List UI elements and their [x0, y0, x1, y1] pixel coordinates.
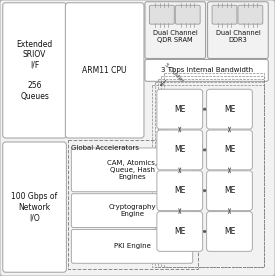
Bar: [158, 79, 264, 267]
Text: PKI Engine: PKI Engine: [114, 243, 150, 250]
FancyBboxPatch shape: [212, 5, 237, 24]
FancyBboxPatch shape: [145, 59, 268, 81]
Text: ME: ME: [174, 227, 185, 236]
FancyBboxPatch shape: [238, 5, 263, 24]
Text: 100 Gbps of
Network
I/O: 100 Gbps of Network I/O: [12, 192, 58, 222]
FancyBboxPatch shape: [175, 5, 200, 24]
FancyBboxPatch shape: [207, 212, 252, 251]
Text: ME: ME: [224, 227, 235, 236]
Text: Cryptography
Engine: Cryptography Engine: [108, 204, 156, 217]
FancyBboxPatch shape: [207, 171, 252, 211]
FancyBboxPatch shape: [157, 171, 203, 211]
FancyBboxPatch shape: [207, 130, 252, 170]
Text: ME: ME: [174, 145, 185, 155]
Text: CAM, Atomics,
Queue, Hash
Engines: CAM, Atomics, Queue, Hash Engines: [107, 160, 157, 180]
Text: ARM11 CPU: ARM11 CPU: [82, 66, 127, 75]
FancyBboxPatch shape: [3, 3, 66, 138]
Text: 5 Cluster: 5 Cluster: [163, 62, 184, 83]
Text: Extended
SRIOV
I/F

256
Queues: Extended SRIOV I/F 256 Queues: [16, 40, 53, 101]
FancyBboxPatch shape: [65, 3, 144, 138]
Text: Global Accelerators: Global Accelerators: [72, 145, 139, 151]
Text: Dual Channel
DDR3: Dual Channel DDR3: [216, 30, 260, 43]
FancyBboxPatch shape: [3, 142, 66, 272]
Bar: [164, 73, 264, 267]
FancyBboxPatch shape: [207, 89, 252, 129]
FancyBboxPatch shape: [157, 130, 203, 170]
FancyBboxPatch shape: [157, 89, 203, 129]
Text: ME: ME: [224, 105, 235, 114]
Bar: [68, 140, 198, 269]
Text: ME: ME: [174, 186, 185, 195]
FancyBboxPatch shape: [72, 229, 193, 263]
Text: ME: ME: [174, 105, 185, 114]
Text: Dual Channel
QDR SRAM: Dual Channel QDR SRAM: [153, 30, 198, 43]
FancyBboxPatch shape: [149, 5, 174, 24]
Text: ME: ME: [224, 145, 235, 155]
Bar: [152, 85, 264, 267]
FancyBboxPatch shape: [72, 148, 193, 192]
Bar: [155, 82, 264, 267]
Text: 3 Tbps Internal Bandwidth: 3 Tbps Internal Bandwidth: [161, 67, 253, 73]
FancyBboxPatch shape: [157, 212, 203, 251]
FancyBboxPatch shape: [72, 194, 193, 227]
Bar: [161, 76, 264, 267]
Text: ME: ME: [224, 186, 235, 195]
